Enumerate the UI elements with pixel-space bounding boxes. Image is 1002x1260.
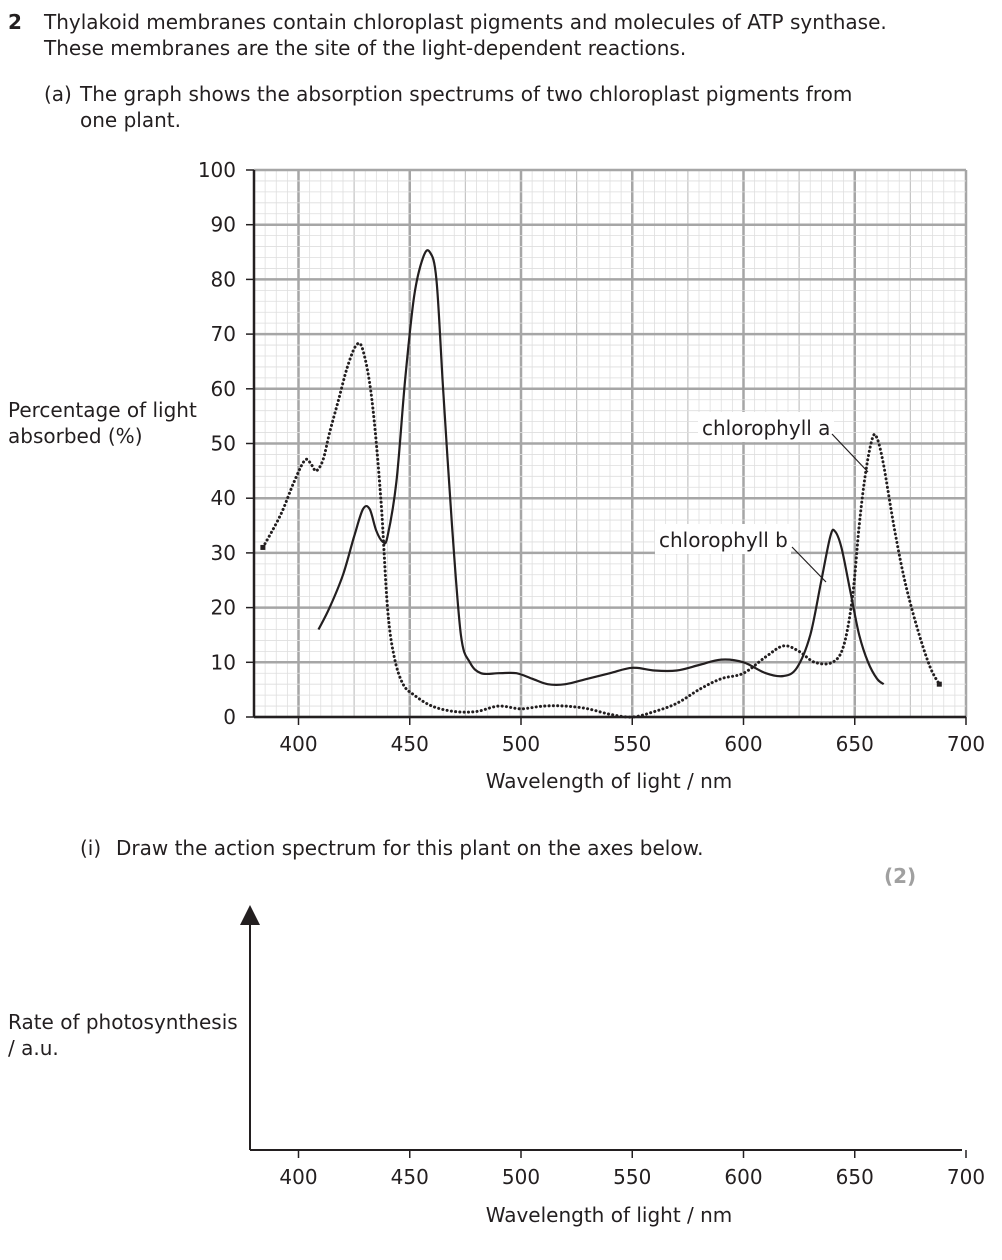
- chart2-xlabel: Wavelength of light / nm: [486, 1203, 733, 1227]
- chart1-x-tick-label: 450: [391, 732, 429, 756]
- chart1-y-tick-label: 20: [211, 596, 236, 620]
- chart2-x-tick-label: 500: [502, 1165, 540, 1189]
- annotation-chlorophyll-b: chlorophyll b: [659, 528, 788, 552]
- chart2-x-tick-label: 450: [391, 1165, 429, 1189]
- series-endpoint-chlorophyll-a: [936, 681, 942, 687]
- series-line-chlorophyll-b: [317, 249, 885, 686]
- chart1-y-tick-label: 70: [211, 322, 236, 346]
- part-i-label: (i): [80, 836, 102, 860]
- chart1-xlabel: Wavelength of light / nm: [486, 769, 733, 793]
- chart2-x-tick-label: 600: [724, 1165, 762, 1189]
- chart1-x-tick-label: 500: [502, 732, 540, 756]
- part-a-label: (a): [44, 82, 72, 106]
- annotation-chlorophyll-a-bg: [698, 412, 834, 442]
- part-i-text: Draw the action spectrum for this plant …: [116, 836, 704, 860]
- chart1-ylabel-line1: Percentage of light: [8, 398, 197, 422]
- annotation-chlorophyll-a: chlorophyll a: [702, 416, 830, 440]
- series-endpoint-chlorophyll-a: [260, 544, 266, 550]
- chart1-y-tick-label: 100: [198, 158, 236, 182]
- question-number: 2: [8, 10, 22, 34]
- chart2-x-tick-labels: 400 450 500 550 600 650 700: [279, 1150, 985, 1189]
- chart1-x-tick-label: 400: [279, 732, 317, 756]
- chart1-y-tick-label: 50: [211, 432, 236, 456]
- annotation-chlorophyll-a-leader: [831, 433, 869, 473]
- chart1-y-tick-label: 80: [211, 267, 236, 291]
- chart1-series: [260, 249, 942, 719]
- chart1-y-tick-label: 60: [211, 377, 236, 401]
- series-line-chlorophyll-a: [261, 341, 941, 719]
- chart2-ylabel-line1: Rate of photosynthesis: [8, 1010, 238, 1034]
- chart1-x-tick-label: 650: [836, 732, 874, 756]
- chart1-y-tick-label: 0: [223, 705, 236, 729]
- absorption-spectrum-chart: 0 10 20 30 40 50 60 70 80 90 100 400 450 500 550 600 65…: [198, 158, 985, 793]
- chart1-x-tick-labels: 400 450 500 550 600 650 700: [279, 717, 985, 756]
- chart2-x-tick-label: 650: [836, 1165, 874, 1189]
- chart2-x-tick-label: 700: [947, 1165, 985, 1189]
- chart1-y-tick-labels: 0 10 20 30 40 50 60 70 80 90 100: [198, 158, 254, 729]
- action-spectrum-axes: 400 450 500 550 600 650 700 Wavelength of ligh…: [240, 905, 985, 1227]
- chart2-x-tick-label: 400: [279, 1165, 317, 1189]
- question-stem-line2: These membranes are the site of the ligh…: [44, 36, 687, 60]
- chart1-annotations: chlorophyll a chlorophyll b: [655, 412, 869, 583]
- part-a-text-line2: one plant.: [80, 108, 181, 132]
- chart1-y-tick-label: 10: [211, 650, 236, 674]
- annotation-chlorophyll-b-leader: [791, 546, 827, 583]
- chart1-y-tick-label: 90: [211, 213, 236, 237]
- part-a-text-line1: The graph shows the absorption spectrums…: [80, 82, 853, 106]
- chart2-x-tick-label: 550: [613, 1165, 651, 1189]
- chart1-y-tick-label: 30: [211, 541, 236, 565]
- chart1-x-tick-label: 600: [724, 732, 762, 756]
- chart1-x-tick-label: 700: [947, 732, 985, 756]
- annotation-chlorophyll-b-bg: [655, 524, 791, 554]
- question-stem-line1: Thylakoid membranes contain chloroplast …: [44, 10, 887, 34]
- chart2-ylabel-line2: / a.u.: [8, 1036, 59, 1060]
- chart1-ylabel-line2: absorbed (%): [8, 424, 143, 448]
- chart1-y-tick-label: 40: [211, 486, 236, 510]
- chart1-x-tick-label: 550: [613, 732, 651, 756]
- marks-label: (2): [884, 864, 917, 888]
